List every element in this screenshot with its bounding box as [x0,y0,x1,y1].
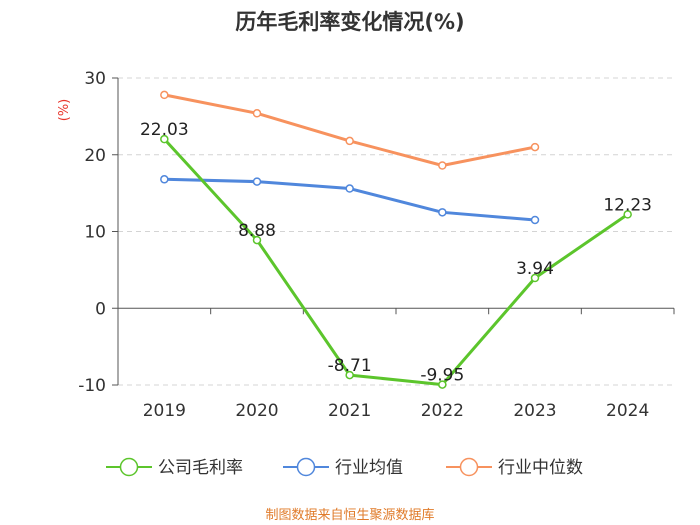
y-axis-label: (%) [57,99,72,122]
y-tick-label: 30 [84,69,106,89]
legend-marker [119,457,139,477]
legend-label: 公司毛利率 [158,458,243,478]
data-label: 12.23 [603,195,652,215]
x-tick-label: 2022 [421,401,464,421]
data-label: 22.03 [140,120,189,140]
series-line-0 [163,138,629,387]
data-point [530,273,540,283]
data-point [345,370,354,380]
y-tick-label: 10 [84,223,106,243]
data-label: 8.88 [238,221,276,241]
data-point [530,215,540,225]
y-tick-label: -10 [78,376,106,396]
data-point [160,90,169,100]
source-footer: 制图数据来自恒生聚源数据库 [265,508,435,523]
legend-marker [296,457,316,477]
data-label: -9.95 [420,366,464,386]
data-point [160,134,169,144]
series-lines [160,90,632,389]
x-tick-label: 2021 [328,401,371,421]
legend: 公司毛利率 行业均值 行业中位数 [106,457,583,478]
data-label: 3.94 [516,259,554,279]
data-point [623,210,632,219]
data-point [438,380,447,389]
data-point [160,175,169,184]
data-point [345,136,354,146]
legend-label: 行业均值 [335,458,403,478]
data-point [530,142,540,152]
x-tick-label: 2020 [235,401,278,421]
data-point [438,208,447,217]
grid-lines [118,77,674,386]
data-point [345,184,354,193]
legend-marker [459,457,479,477]
x-tick-label: 2023 [513,401,556,421]
legend-label: 行业中位数 [498,458,583,478]
data-point [252,235,262,245]
data-point [438,161,447,170]
data-point [252,109,262,118]
data-point [252,177,262,186]
data-labels: 22.03 8.88 -8.71 -9.95 3.94 12.23 [140,120,652,385]
axes: -10 0 10 20 30 2019 2020 2021 2022 2023 2024 (%) [57,69,675,421]
x-tick-label: 2024 [606,401,649,421]
x-tick-label: 2019 [143,401,186,421]
data-label: -8.71 [328,356,372,376]
chart-title: 历年毛利率变化情况(%) [235,10,465,34]
y-tick-label: 20 [84,146,106,166]
y-tick-label: 0 [95,299,106,319]
